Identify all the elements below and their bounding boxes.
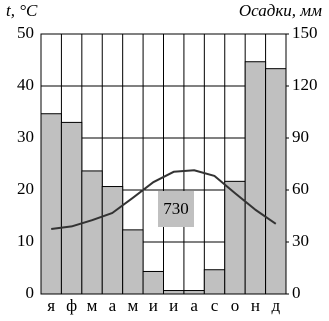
bar: [101, 186, 124, 295]
temperature-line: [51, 169, 277, 230]
x-tick-label: н: [251, 296, 260, 315]
y-tick-label: 30: [17, 127, 34, 146]
y-tick-label: 0: [26, 283, 35, 302]
bar: [265, 68, 287, 295]
x-tick-label: и: [169, 296, 178, 315]
bar: [81, 170, 103, 295]
y2-tick-label: 30: [292, 231, 309, 250]
y-tick-label: 40: [17, 75, 34, 94]
bar: [163, 290, 185, 295]
x-tick-label: ф: [66, 296, 77, 315]
bar: [183, 290, 205, 295]
annotation-box: [158, 191, 194, 227]
y-axis-label: t, °C: [6, 1, 38, 20]
y2-tick-label: 90: [292, 127, 309, 146]
x-tick-label: я: [47, 296, 55, 315]
y-tick-label: 10: [17, 231, 34, 250]
x-tick-label: а: [190, 296, 198, 315]
x-tick-label: о: [231, 296, 240, 315]
y-tick-label: 20: [17, 179, 34, 198]
y2-axis-label: Осадки, мм: [239, 1, 322, 20]
bar: [142, 270, 164, 295]
x-tick-label: д: [271, 296, 280, 315]
plot-frame: [40, 33, 287, 295]
y2-tick-label: 120: [292, 75, 318, 94]
bar: [122, 229, 144, 295]
x-tick-label: м: [87, 296, 98, 315]
x-tick-label: и: [149, 296, 158, 315]
x-tick-label: с: [211, 296, 219, 315]
bar: [203, 269, 226, 295]
bar: [244, 61, 267, 295]
bar: [60, 121, 83, 295]
y2-tick-label: 150: [292, 23, 318, 42]
y2-tick-label: 60: [292, 179, 309, 198]
bar: [40, 113, 62, 295]
annotation: 730: [163, 199, 189, 218]
y-tick-label: 50: [17, 23, 34, 42]
y2-tick-label: 0: [292, 283, 301, 302]
x-tick-label: а: [109, 296, 117, 315]
x-tick-label: м: [127, 296, 138, 315]
